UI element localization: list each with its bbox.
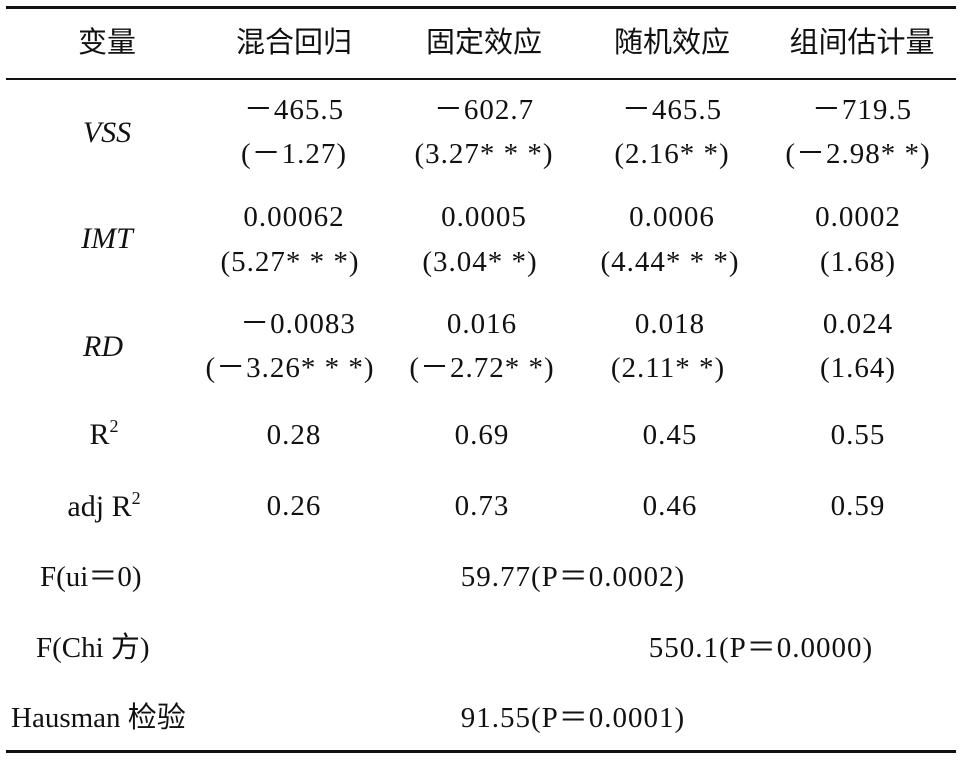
imt-random-coef: 0.0006 [629, 201, 715, 233]
rd-random-stat: (2.11* *) [610, 352, 726, 384]
header-random: 随机效应 [613, 25, 731, 59]
header-between: 组间估计量 [789, 25, 935, 59]
row-label-adj-r2: adj R2 [67, 488, 141, 523]
imt-random-stat: (4.44* * *) [600, 246, 740, 278]
hausman-test-label: Hausman 检验 [11, 702, 186, 734]
vss-random-coef: －465.5 [621, 94, 723, 126]
rd-random-coef: 0.018 [634, 308, 706, 340]
imt-pooled-coef: 0.00062 [243, 201, 345, 233]
imt-between-coef: 0.0002 [815, 201, 901, 233]
f-test-value: 59.77(P＝0.0002) [460, 561, 686, 593]
r2-pooled: 0.28 [266, 419, 322, 451]
rd-between-coef: 0.024 [822, 308, 894, 340]
top-rule [6, 6, 956, 9]
rd-pooled-stat: (－3.26* * *) [205, 352, 375, 384]
header-variable: 变量 [77, 25, 137, 59]
header-pooled: 混合回归 [235, 25, 353, 59]
row-label-vss: VSS [82, 116, 132, 149]
imt-between-stat: (1.68) [819, 246, 897, 278]
vss-between-coef: －719.5 [811, 94, 913, 126]
bottom-rule [6, 750, 956, 753]
vss-between-stat: (－2.98* *) [785, 138, 931, 170]
row-label-r2: R2 [89, 416, 119, 451]
imt-fixed-coef: 0.0005 [441, 201, 527, 233]
vss-pooled-stat: (－1.27) [240, 138, 348, 170]
header-fixed: 固定效应 [425, 25, 543, 59]
adj-r2-fixed: 0.73 [454, 490, 510, 522]
imt-fixed-stat: (3.04* *) [422, 246, 538, 278]
f-test-label: F(ui＝0) [40, 561, 142, 593]
chi-test-value: 550.1(P＝0.0000) [648, 632, 874, 664]
r2-random: 0.45 [642, 419, 698, 451]
vss-fixed-coef: －602.7 [433, 94, 535, 126]
row-label-imt: IMT [81, 222, 133, 255]
chi-test-label: F(Chi 方) [36, 632, 150, 664]
hausman-test-value: 91.55(P＝0.0001) [460, 702, 686, 734]
adj-r2-pooled: 0.26 [266, 490, 322, 522]
header-rule [6, 78, 956, 80]
vss-random-stat: (2.16* *) [614, 138, 730, 170]
rd-fixed-coef: 0.016 [446, 308, 518, 340]
adj-r2-between: 0.59 [830, 490, 886, 522]
rd-pooled-coef: －0.0083 [240, 308, 356, 340]
row-label-rd: RD [83, 330, 123, 363]
r2-fixed: 0.69 [454, 419, 510, 451]
imt-pooled-stat: (5.27* * *) [220, 246, 360, 278]
adj-r2-random: 0.46 [642, 490, 698, 522]
rd-fixed-stat: (－2.72* *) [409, 352, 555, 384]
vss-fixed-stat: (3.27* * *) [414, 138, 554, 170]
r2-between: 0.55 [830, 419, 886, 451]
rd-between-stat: (1.64) [819, 352, 897, 384]
vss-pooled-coef: －465.5 [243, 94, 345, 126]
